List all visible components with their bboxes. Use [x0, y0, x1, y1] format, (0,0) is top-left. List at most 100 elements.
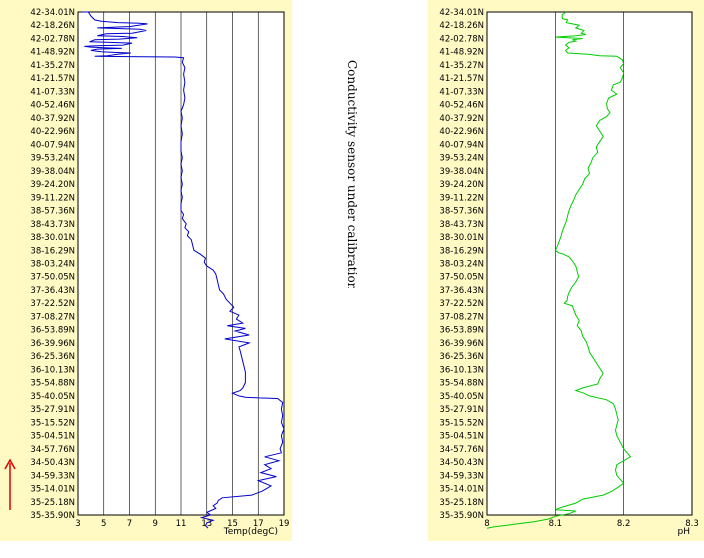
y-tick-label: 38-57.36N — [30, 207, 75, 217]
y-tick-label: 35-25.18N — [439, 498, 484, 508]
x-axis-title: pH — [678, 527, 690, 537]
y-tick-label: 42-02.78N — [439, 34, 484, 44]
y-tick-label: 38-57.36N — [439, 207, 484, 217]
y-tick-label: 39-24.20N — [439, 180, 484, 190]
y-tick-label: 34-50.43N — [439, 458, 484, 468]
x-tick-label: 8.3 — [685, 519, 699, 529]
x-tick-label: 3 — [75, 519, 80, 529]
y-tick-label: 34-50.43N — [30, 458, 75, 468]
x-tick-label: 5 — [101, 519, 106, 529]
y-tick-label: 34-59.33N — [439, 471, 484, 481]
series-line — [486, 11, 632, 529]
calibration-note: Conductivity sensor under calibration — [345, 60, 359, 288]
x-tick-label: 9 — [153, 519, 158, 529]
y-tick-label: 40-07.94N — [439, 140, 484, 150]
y-tick-label: 35-40.05N — [30, 392, 75, 402]
y-tick-label: 38-30.01N — [439, 233, 484, 243]
y-tick-label: 35-35.90N — [30, 511, 75, 521]
y-tick-label: 35-54.88N — [439, 379, 484, 389]
y-tick-label: 41-35.27N — [439, 61, 484, 71]
y-tick-label: 35-54.88N — [30, 379, 75, 389]
y-tick-label: 40-37.92N — [30, 114, 75, 124]
y-tick-label: 36-39.96N — [30, 339, 75, 349]
y-tick-label: 35-27.91N — [30, 405, 75, 415]
y-tick-label: 39-53.24N — [439, 154, 484, 164]
y-tick-label: 39-11.22N — [30, 193, 75, 203]
y-tick-label: 40-22.96N — [30, 127, 75, 137]
x-axis-title: Temp(degC) — [223, 527, 278, 537]
ph-chart: 42-34.01N 42-18.26N 42-02.78N 41-48.92N 41-3… — [439, 8, 699, 537]
y-tick-label: 41-07.33N — [30, 87, 75, 97]
y-tick-label: 42-18.26N — [439, 21, 484, 31]
y-tick-label: 34-57.76N — [439, 445, 484, 455]
y-tick-label: 37-08.27N — [30, 312, 75, 322]
y-tick-label: 35-04.51N — [30, 432, 75, 442]
y-tick-label: 38-30.01N — [30, 233, 75, 243]
y-tick-label: 41-21.57N — [30, 74, 75, 84]
x-tick-label: 17 — [253, 519, 264, 529]
temperature-chart-panel: 42-34.01N 42-18.26N 42-02.78N 41-48.92N 41-3… — [0, 0, 292, 541]
y-tick-label: 36-39.96N — [439, 339, 484, 349]
y-tick-label: 42-34.01N — [30, 8, 75, 18]
up-arrow-icon — [4, 458, 16, 510]
y-tick-label: 38-03.24N — [439, 260, 484, 270]
y-tick-label: 37-50.05N — [30, 273, 75, 283]
x-tick-label: 11 — [176, 519, 187, 529]
y-tick-label: 35-15.52N — [439, 418, 484, 428]
y-tick-label: 37-36.43N — [439, 286, 484, 296]
y-tick-label: 37-22.52N — [30, 299, 75, 309]
y-tick-label: 36-10.13N — [439, 365, 484, 375]
y-tick-label: 36-53.89N — [439, 326, 484, 336]
y-tick-label: 41-48.92N — [30, 48, 75, 58]
x-tick-label: 8 — [484, 519, 489, 529]
y-tick-label: 39-11.22N — [439, 193, 484, 203]
y-tick-label: 38-43.73N — [439, 220, 484, 230]
x-tick-label: 8.1 — [549, 519, 563, 529]
y-tick-label: 35-25.18N — [30, 498, 75, 508]
y-tick-label: 35-27.91N — [439, 405, 484, 415]
y-tick-label: 36-25.36N — [30, 352, 75, 362]
y-tick-label: 39-53.24N — [30, 154, 75, 164]
y-tick-label: 40-22.96N — [439, 127, 484, 137]
y-tick-label: 37-08.27N — [439, 312, 484, 322]
ph-chart-panel: 42-34.01N 42-18.26N 42-02.78N 41-48.92N 41-3… — [428, 0, 704, 541]
y-tick-label: 39-24.20N — [30, 180, 75, 190]
y-tick-label: 42-34.01N — [439, 8, 484, 18]
y-tick-label: 35-14.01N — [439, 485, 484, 495]
y-tick-label: 38-16.29N — [30, 246, 75, 256]
y-tick-label: 35-04.51N — [439, 432, 484, 442]
y-tick-label: 36-10.13N — [30, 365, 75, 375]
y-tick-label: 41-07.33N — [439, 87, 484, 97]
y-tick-label: 42-18.26N — [30, 21, 75, 31]
y-tick-label: 35-14.01N — [30, 485, 75, 495]
y-tick-label: 34-57.76N — [30, 445, 75, 455]
y-tick-label: 39-38.04N — [30, 167, 75, 177]
x-tick-label: 8.2 — [617, 519, 631, 529]
y-tick-label: 39-38.04N — [439, 167, 484, 177]
y-tick-label: 35-35.90N — [439, 511, 484, 521]
y-tick-label: 41-35.27N — [30, 61, 75, 71]
y-tick-label: 40-52.46N — [30, 101, 75, 111]
x-tick-label: 15 — [227, 519, 238, 529]
y-tick-label: 36-53.89N — [30, 326, 75, 336]
y-tick-label: 35-40.05N — [439, 392, 484, 402]
x-tick-label: 19 — [279, 519, 290, 529]
y-tick-label: 37-22.52N — [439, 299, 484, 309]
y-tick-label: 41-21.57N — [439, 74, 484, 84]
series-line — [81, 11, 285, 529]
temperature-chart: 42-34.01N 42-18.26N 42-02.78N 41-48.92N 41-3… — [30, 8, 290, 537]
x-tick-label: 7 — [127, 519, 132, 529]
y-tick-label: 41-48.92N — [439, 48, 484, 58]
y-tick-label: 38-16.29N — [439, 246, 484, 256]
y-tick-label: 38-43.73N — [30, 220, 75, 230]
y-tick-label: 42-02.78N — [30, 34, 75, 44]
y-tick-label: 37-50.05N — [439, 273, 484, 283]
y-tick-label: 40-37.92N — [439, 114, 484, 124]
y-tick-label: 35-15.52N — [30, 418, 75, 428]
y-tick-label: 34-59.33N — [30, 471, 75, 481]
y-tick-label: 40-52.46N — [439, 101, 484, 111]
y-tick-label: 37-36.43N — [30, 286, 75, 296]
plot-area — [486, 11, 693, 516]
y-tick-label: 36-25.36N — [439, 352, 484, 362]
y-tick-label: 38-03.24N — [30, 260, 75, 270]
